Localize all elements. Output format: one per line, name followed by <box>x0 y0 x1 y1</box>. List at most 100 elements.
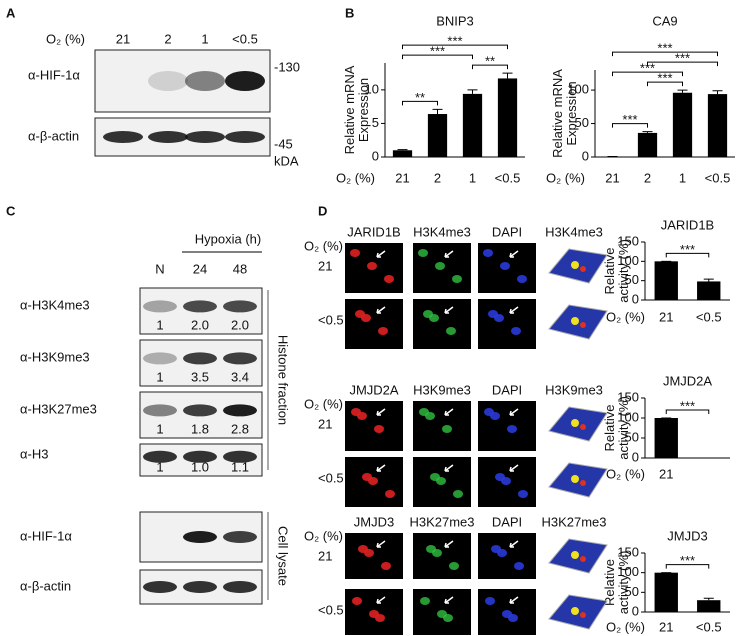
label: JARID1B <box>347 224 400 239</box>
x-tick-label: <0.5 <box>696 309 722 324</box>
label: 1 <box>156 317 163 332</box>
band <box>225 131 265 143</box>
significance-bracket <box>665 564 710 569</box>
y-tick-label: 150 <box>617 544 639 559</box>
y-axis-label-line: Relative <box>602 248 617 295</box>
nucleus <box>446 327 456 335</box>
label: O₂ (%) <box>304 238 343 253</box>
peak <box>571 419 579 427</box>
band <box>183 300 217 313</box>
nucleus <box>502 610 512 618</box>
nucleus <box>430 473 440 481</box>
significance-label: *** <box>680 398 695 413</box>
error-bar <box>703 278 714 282</box>
significance-label: *** <box>447 34 462 49</box>
label: 1.8 <box>191 421 209 436</box>
significance-label: ** <box>485 54 495 69</box>
x-tick-label: 21 <box>659 466 673 481</box>
label: <0.5 <box>318 602 344 617</box>
band <box>143 404 177 417</box>
nucleus <box>495 473 505 481</box>
y-axis-label-line: Relative <box>602 559 617 606</box>
nucleus <box>488 310 498 318</box>
y-tick-label: 5 <box>372 115 379 130</box>
peak <box>571 607 579 615</box>
bar <box>497 78 518 157</box>
nucleus <box>423 310 433 318</box>
significance-bracket <box>402 100 438 106</box>
error-bar <box>502 72 513 79</box>
peak <box>580 480 586 486</box>
nucleus <box>352 597 362 605</box>
x-tick-label: 1 <box>679 170 686 185</box>
nucleus <box>442 425 452 433</box>
y-axis-label: Relativeactivity (%) <box>602 396 631 460</box>
arrow <box>376 250 386 258</box>
label: 2.8 <box>231 421 249 436</box>
band <box>148 131 188 143</box>
label: <0.5 <box>318 312 344 327</box>
label: α-H3 <box>20 446 48 461</box>
arrow <box>444 250 454 258</box>
x-tick-label: 21 <box>659 619 673 634</box>
bar <box>637 132 658 157</box>
label: 21 <box>318 258 332 273</box>
label: α-H3K27me3 <box>20 401 97 416</box>
peak <box>571 317 579 325</box>
nucleus <box>507 425 517 433</box>
y-tick-label: 0 <box>582 148 589 163</box>
label: 48 <box>233 261 247 276</box>
label: JMJD3 <box>354 514 394 529</box>
label: H3K27me3 <box>409 514 474 529</box>
micrograph <box>413 299 471 349</box>
nucleus <box>518 490 528 498</box>
label: 21 <box>116 31 130 46</box>
significance-bracket <box>665 409 710 414</box>
x-tick-label: 21 <box>395 170 409 185</box>
x-axis-label: O₂ (%) <box>606 619 645 634</box>
nucleus <box>362 473 372 481</box>
label: 1.0 <box>191 459 209 474</box>
band <box>225 71 265 91</box>
band <box>143 450 177 463</box>
significance-label: *** <box>675 51 690 66</box>
significance-bracket <box>472 64 508 70</box>
significance-bracket <box>647 61 718 67</box>
nucleus <box>500 262 510 270</box>
nucleus <box>485 597 495 605</box>
nucleus <box>355 310 365 318</box>
label: DAPI <box>492 382 522 397</box>
arrow <box>444 540 454 548</box>
bar <box>654 572 678 612</box>
nucleus <box>491 545 501 553</box>
label: H3K9me3 <box>413 382 471 397</box>
peak <box>571 261 579 269</box>
arrow <box>509 306 519 314</box>
bar <box>392 150 413 157</box>
bar <box>654 418 678 458</box>
y-axis-label: Relativeactivity (%) <box>602 239 631 303</box>
band <box>183 531 217 543</box>
y-tick-label: 150 <box>617 233 639 248</box>
x-tick-label: 2 <box>434 170 441 185</box>
significance-label: ** <box>415 90 425 105</box>
significance-label: *** <box>680 242 695 257</box>
label: 2 <box>164 31 171 46</box>
significance-bracket <box>612 51 718 57</box>
label: 1 <box>156 421 163 436</box>
x-axis-label: O₂ (%) <box>606 466 645 481</box>
x-tick-label: <0.5 <box>696 619 722 634</box>
y-axis-label-line: Relative mRNA <box>550 69 565 158</box>
nucleus <box>418 249 428 257</box>
nucleus <box>358 545 368 553</box>
x-tick-label: 21 <box>659 309 673 324</box>
x-tick-label: 1 <box>469 170 476 185</box>
nucleus <box>350 249 360 257</box>
label: α-H3K4me3 <box>20 297 90 312</box>
peak <box>580 424 586 430</box>
significance-bracket <box>612 123 648 128</box>
micrograph <box>478 299 536 349</box>
nucleus <box>385 490 395 498</box>
band <box>143 352 177 365</box>
